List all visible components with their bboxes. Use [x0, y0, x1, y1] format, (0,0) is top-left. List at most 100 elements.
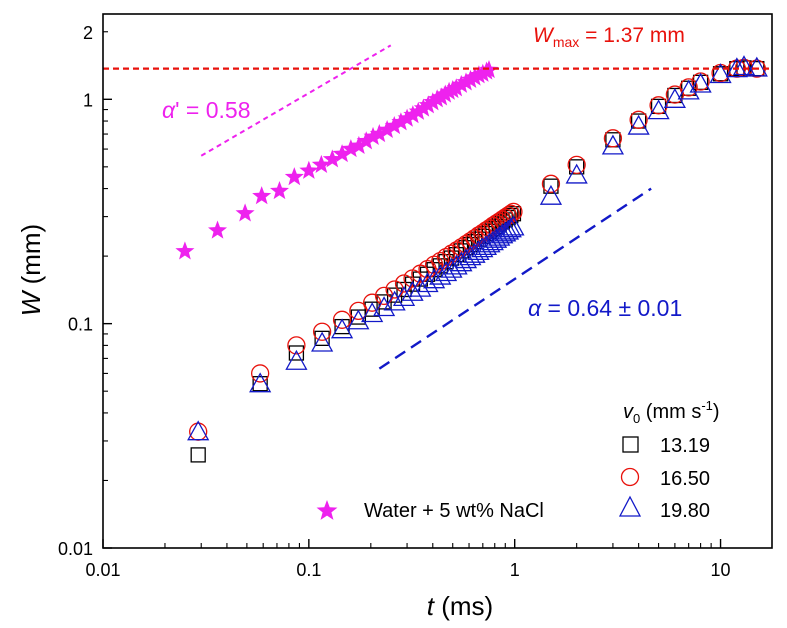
data-point-triangle — [677, 79, 700, 100]
data-point-triangle — [459, 245, 482, 266]
data-point-triangle — [416, 272, 439, 293]
y-tick-label: 0.1 — [68, 315, 93, 335]
data-point-star — [391, 112, 411, 131]
data-point-triangle — [361, 302, 384, 323]
data-point-star — [311, 154, 331, 173]
data-point-star — [418, 95, 438, 114]
data-point-star — [408, 101, 428, 120]
x-tick-label: 10 — [711, 560, 731, 580]
data-point-star — [369, 124, 389, 143]
data-point-star — [235, 203, 255, 222]
legend-marker-star — [316, 500, 338, 520]
data-point-circle — [649, 96, 668, 115]
data-point-circle — [603, 129, 623, 148]
plot-frame — [102, 13, 773, 549]
data-point-star — [208, 220, 228, 239]
data-point-triangle — [187, 420, 210, 441]
data-point-star — [461, 69, 481, 89]
data-point-triangle — [647, 99, 670, 120]
legend: v0 (mm s-1) 13.19 16.50 19.80 Water + 5 … — [316, 398, 720, 522]
data-point-triangle — [285, 349, 308, 370]
data-point-star — [175, 241, 195, 260]
legend-label-19-80: 19.80 — [660, 500, 710, 522]
data-point-triangle — [463, 242, 486, 263]
data-point-triangle — [467, 240, 490, 261]
series-triangle — [187, 55, 768, 441]
data-point-circle — [679, 78, 698, 97]
data-point-triangle — [745, 56, 768, 77]
legend-label-nacl: Water + 5 wt% NaCl — [364, 500, 544, 522]
data-point-triangle — [423, 268, 446, 289]
legend-marker-circle — [620, 467, 640, 487]
data-point-square — [692, 74, 709, 91]
data-point-star — [332, 144, 352, 163]
y-tick-label: 0.01 — [58, 539, 93, 559]
legend-marker-square — [622, 436, 639, 453]
data-point-star — [403, 105, 423, 124]
data-point-star — [397, 108, 417, 127]
data-point-star — [413, 98, 433, 117]
data-point-triangle — [491, 223, 514, 244]
data-point-triangle — [496, 219, 520, 240]
data-point-triangle — [372, 296, 396, 317]
data-point-square — [543, 178, 559, 194]
data-point-star — [322, 149, 342, 168]
data-point-triangle — [565, 163, 588, 184]
data-point-star — [446, 78, 466, 97]
data-point-triangle — [484, 227, 508, 248]
data-point-triangle — [494, 221, 517, 242]
series-star — [175, 60, 499, 260]
data-point-circle — [541, 174, 561, 193]
y-tick-label: 2 — [83, 23, 93, 43]
data-point-star — [284, 167, 304, 186]
data-point-triangle — [502, 215, 525, 236]
data-point-triangle — [539, 184, 563, 205]
data-point-triangle — [689, 72, 712, 93]
x-axis-label: t (ms) — [427, 591, 493, 621]
data-point-star — [451, 74, 471, 93]
data-point-triangle — [732, 55, 756, 76]
data-point-star — [252, 186, 272, 205]
data-point-star — [465, 67, 485, 86]
x-tick-label: 0.01 — [85, 560, 120, 580]
data-point-triangle — [499, 217, 522, 238]
data-point-triangle — [709, 63, 732, 84]
data-point-triangle — [249, 372, 272, 393]
data-point-triangle — [725, 57, 748, 78]
x-tick-label: 0.1 — [296, 560, 321, 580]
data-point-square — [252, 376, 268, 392]
legend-label-16-50: 16.50 — [660, 468, 710, 490]
data-point-circle — [287, 336, 306, 355]
alpha-prime-line — [200, 44, 392, 157]
legend-marker-triangle — [618, 495, 642, 517]
data-point-circle — [436, 247, 456, 267]
data-point-square — [190, 447, 206, 463]
legend-label-13-19: 13.19 — [660, 435, 710, 457]
y-tick-label: 1 — [83, 90, 93, 110]
data-point-star — [423, 92, 443, 111]
data-point-triangle — [627, 114, 650, 135]
data-point-triangle — [454, 248, 478, 269]
data-point-circle — [332, 310, 352, 329]
data-point-circle — [312, 322, 332, 341]
data-point-square — [712, 66, 729, 82]
data-point-square — [314, 330, 330, 346]
data-point-triangle — [392, 286, 416, 306]
alpha-annotation: α = 0.64 ± 0.01 — [528, 295, 682, 321]
legend-title: v0 (mm s-1) — [623, 398, 720, 426]
data-point-square — [288, 345, 305, 361]
reference-lines — [103, 44, 772, 370]
data-point-star — [363, 126, 383, 145]
y-axis-label: W (mm) — [16, 224, 46, 316]
data-point-star — [384, 116, 404, 135]
data-point-circle — [442, 244, 461, 263]
data-point-star — [456, 72, 476, 91]
wmax-annotation: Wmax = 1.37 mm — [533, 24, 685, 50]
alpha-prime-annotation: α' = 0.58 — [162, 97, 251, 123]
data-point-triangle — [601, 134, 625, 155]
data-point-triangle — [429, 264, 452, 285]
data-point-circle — [251, 364, 270, 383]
axis-ticks: 0.01 0.1 1 10 0.01 0.1 1 2 — [58, 23, 731, 580]
data-point-star — [356, 131, 376, 150]
